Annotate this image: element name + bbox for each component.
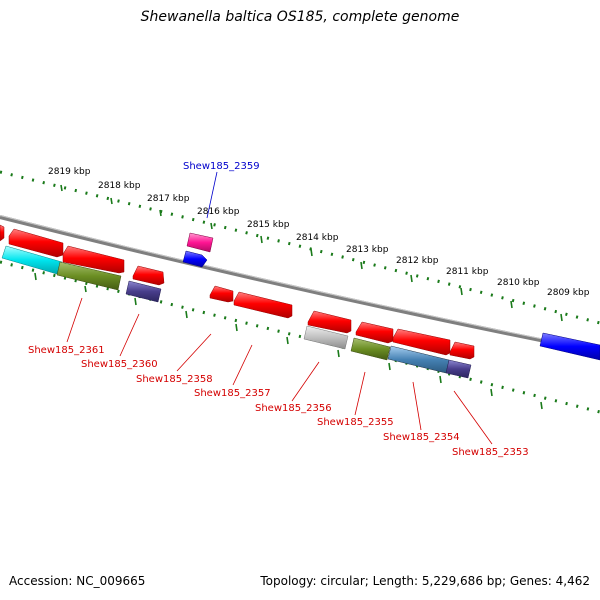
tick-label: 2818 kbp: [98, 181, 141, 191]
inner-tick-track: [0, 260, 600, 414]
feature-olive: [350, 337, 391, 361]
gene-label-shew185-2359[interactable]: Shew185_2359: [183, 161, 260, 172]
gene-forward: [0, 224, 5, 242]
kbp-tick-labels: 2819 kbp 2818 kbp 2817 kbp 2816 kbp 2815…: [48, 167, 590, 298]
reverse-strand-features: [1, 245, 600, 379]
feature-pink: [186, 232, 214, 253]
gene-label-shew185-2354[interactable]: Shew185_2354: [383, 432, 460, 443]
gene-forward: [132, 265, 165, 286]
outer-tick-track: [0, 170, 600, 325]
feature-grey: [303, 325, 349, 350]
tick-label: 2817 kbp: [147, 194, 190, 204]
gene-label-shew185-2353[interactable]: Shew185_2353: [452, 447, 529, 458]
genome-summary: Topology: circular; Length: 5,229,686 bp…: [260, 574, 590, 588]
tick-label: 2810 kbp: [497, 278, 540, 288]
forward-strand-genes: [0, 224, 475, 360]
gene-forward: [307, 310, 352, 334]
tick-label: 2813 kbp: [346, 245, 389, 255]
gene-label-shew185-2357[interactable]: Shew185_2357: [194, 388, 271, 399]
gene-label-shew185-2358[interactable]: Shew185_2358: [136, 374, 213, 385]
gene-label-shew185-2355[interactable]: Shew185_2355: [317, 417, 394, 428]
tick-label: 2815 kbp: [247, 220, 290, 230]
tick-label: 2809 kbp: [547, 288, 590, 298]
feature-blue-arrow: [182, 250, 208, 268]
tick-label: 2814 kbp: [296, 233, 339, 243]
gene-forward: [62, 245, 125, 274]
tick-label: 2816 kbp: [197, 207, 240, 217]
feature-navy: [445, 359, 472, 379]
gene-label-shew185-2361[interactable]: Shew185_2361: [28, 345, 105, 356]
gene-forward: [233, 291, 293, 319]
backbone-highlight: [0, 215, 600, 351]
genome-backbone: [0, 215, 600, 354]
gene-label-shew185-2356[interactable]: Shew185_2356: [255, 403, 332, 414]
map-title: Shewanella baltica OS185, complete genom…: [140, 9, 460, 25]
feature-blue: [539, 332, 600, 361]
tick-label: 2812 kbp: [396, 256, 439, 266]
tick-label: 2819 kbp: [48, 167, 91, 177]
label-leaders: [66, 171, 493, 445]
gene-forward: [449, 341, 475, 360]
gene-forward: [209, 285, 234, 303]
feature-olive: [56, 261, 122, 291]
upper-features: [182, 232, 214, 268]
gene-labels: Shew185_2359 Shew185_2361 Shew185_2360 S…: [28, 161, 529, 458]
tick-label: 2811 kbp: [446, 267, 489, 277]
gene-label-shew185-2360[interactable]: Shew185_2360: [81, 359, 158, 370]
accession-label: Accession: NC_009665: [9, 574, 146, 588]
feature-navy: [125, 280, 162, 303]
